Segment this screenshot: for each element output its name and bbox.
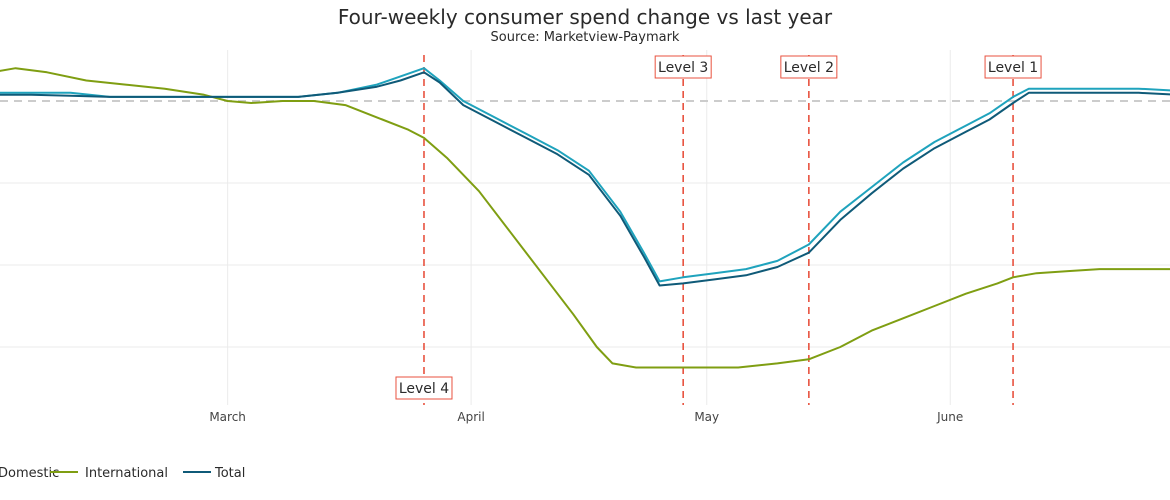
level-label: Level 1 (988, 60, 1038, 76)
level-label-box (780, 55, 838, 79)
level-labels: Level 4 Level 3 Level 2 Level 1 (395, 55, 1042, 400)
legend-label: Domestic (0, 466, 59, 481)
level-lines (423, 55, 1014, 405)
level-label-box (395, 376, 453, 400)
chart-subtitle: Source: Marketview-Paymark (490, 30, 680, 45)
gridlines (0, 50, 1170, 405)
x-tick-label: April (457, 410, 484, 424)
series-line-total (0, 71, 1170, 287)
legend: Domestic International Total (0, 466, 245, 481)
x-axis-ticks: JanuaryMarchAprilMayJune (209, 410, 963, 424)
x-tick-label: June (936, 410, 963, 424)
level-label-box (984, 55, 1042, 79)
level-label: Level 2 (784, 60, 834, 76)
x-tick-label: May (694, 410, 719, 424)
chart-title: Four-weekly consumer spend change vs las… (337, 5, 833, 29)
level-label-box (654, 55, 712, 79)
legend-label: Total (214, 466, 245, 481)
legend-label: International (85, 466, 168, 481)
x-tick-label: March (209, 410, 246, 424)
level-label: Level 4 (399, 381, 449, 397)
level-label: Level 3 (658, 60, 708, 76)
series-line-international (0, 67, 1170, 369)
series-lines (0, 67, 1170, 369)
